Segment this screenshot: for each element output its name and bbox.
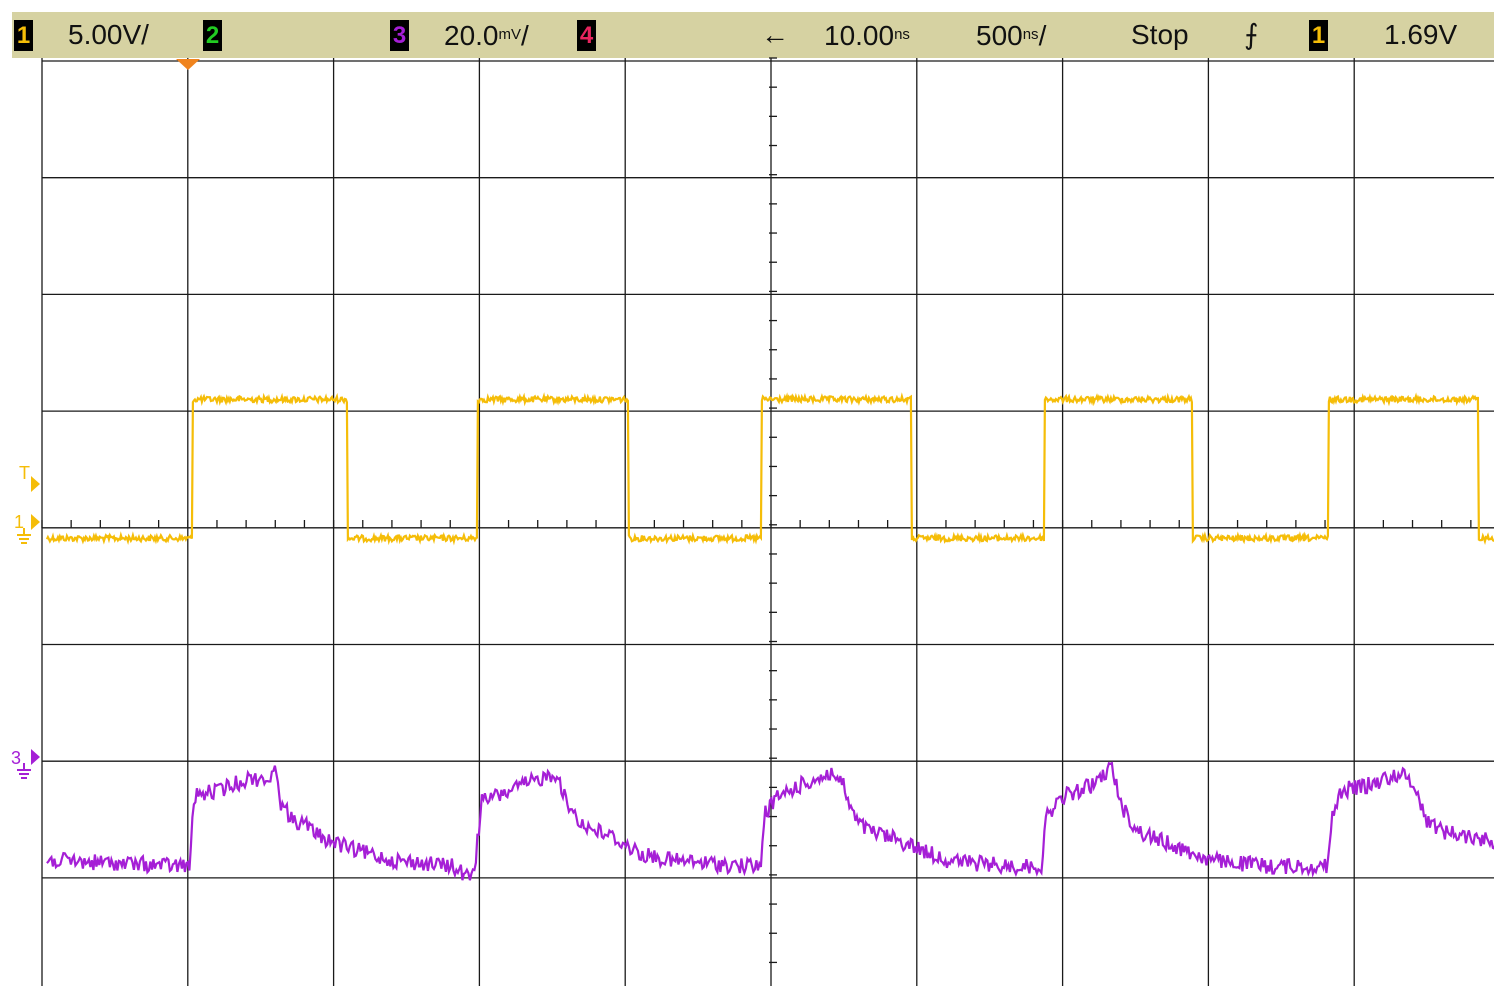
horizontal-delay-value: 10.00 [824,20,895,51]
channel-1-ground-label: 1 [14,512,24,532]
graticule [41,58,1494,986]
channel-3-scale[interactable]: 20.0mV/ [444,19,529,52]
trigger-level-marker-label: T [19,463,30,483]
channel-3-badge[interactable]: 3 [390,20,409,51]
status-bar: 1 5.00V/ 2 3 20.0mV/ 4 ← 10.00ns 500ns/ … [12,12,1494,58]
channel-1-scale[interactable]: 5.00V/ [68,19,149,50]
horizontal-delay[interactable]: 10.00ns [824,19,910,52]
channel-1-ground-icon [17,528,31,544]
channel-3-markers: 3 [11,748,40,779]
timebase-scale-unit: ns [1022,26,1039,43]
timebase-scale-value: 500 [976,20,1023,51]
channel-3-ground-icon [17,763,31,779]
channel-3-trace [46,761,1494,881]
channel-3-scale-slash: / [521,20,529,51]
timebase-scale-slash: / [1038,20,1047,51]
channel-3-ground-label: 3 [11,748,21,768]
trigger-slope-icon[interactable]: ⨍ [1244,19,1259,50]
trigger-level[interactable]: 1.69V [1384,19,1458,50]
channel-3-scale-value: 20.0 [444,20,499,51]
channel-1-badge[interactable]: 1 [14,20,33,51]
timebase-scale[interactable]: 500ns/ [976,19,1046,52]
channel-1-trace [45,392,1494,546]
center-axis-ticks [41,57,1472,964]
channel-1-ground-arrow [31,514,40,530]
horizontal-delay-unit: ns [894,26,910,43]
channel-3-ground-arrow [31,749,40,765]
delay-arrow-icon: ← [761,19,789,50]
channel-4-badge[interactable]: 4 [577,20,596,51]
channel-2-badge[interactable]: 2 [203,20,222,51]
trigger-source-badge[interactable]: 1 [1309,20,1328,51]
channel-3-scale-unit: mV [498,26,522,43]
trigger-level-marker-arrow [31,476,40,492]
run-state[interactable]: Stop [1131,19,1189,50]
channel-1-markers: T 1 [14,463,40,544]
trigger-position-marker [176,59,200,70]
